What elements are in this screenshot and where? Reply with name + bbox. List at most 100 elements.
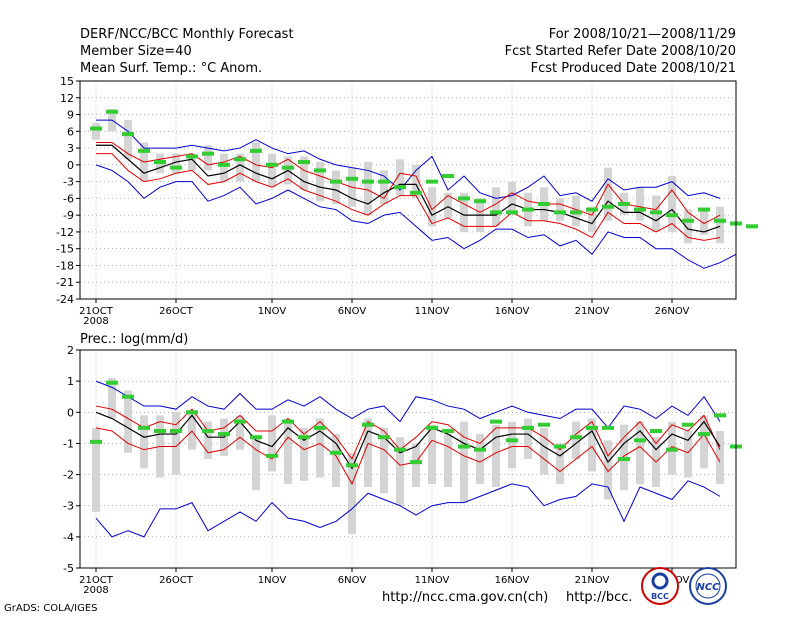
p2-spread-box [380,427,388,494]
p1-median-mark [314,168,326,173]
p2-median-mark [106,380,118,385]
p2-median-mark [378,435,390,440]
p2-median-mark [250,435,262,440]
p1-median-mark [522,207,534,212]
p2-spread-box [588,418,596,472]
p2-median-mark [314,425,326,430]
p1-ytick-label: -12 [56,226,74,239]
p2-xtick-label: 1NOV [258,575,287,586]
bcc-logo-icon: BCC [641,567,679,605]
p1-xtick-sublabel: 2008 [83,316,108,327]
p1-spread-box [556,198,564,221]
p2-spread-box [348,452,356,534]
p2-median-mark [490,419,502,424]
p2-ytick-label: 1 [67,375,74,388]
p2-median-mark [634,438,646,443]
p2-spread-box [556,443,564,484]
p1-median-mark [650,210,662,215]
p2-spread-box [92,427,100,512]
p1-median-mark [218,162,230,167]
p2-median-mark [602,425,614,430]
p2-spread-box [284,418,292,484]
p1-spread-box [124,120,132,160]
p2-spread-box [172,412,180,475]
p1-median-mark [186,154,198,159]
p2-median-mark [90,439,102,444]
member-size-label: Member Size=40 [80,44,192,59]
p2-xtick-label: 16NOV [495,575,530,586]
p2-spread-box [604,440,612,500]
p2-spread-box [396,437,404,506]
p1-frame [79,80,737,300]
p1-spread-box [220,153,228,182]
p1-spread-box [412,164,420,199]
p2-ytick-label: -5 [63,562,74,575]
bcc-url-link[interactable]: http://bcc. [566,590,633,605]
p2-spread-box [700,415,708,469]
p1-spread-box [396,159,404,196]
p2-ytick-label: 2 [67,344,74,357]
p2-spread-box [252,437,260,491]
p2-median-mark [714,413,726,418]
p1-lower-line [96,153,721,241]
start-date-label: Fcst Started Refer Date 2008/10/20 [504,44,736,59]
p2-spread-box [364,418,372,488]
p1-ytick-label: -6 [63,192,74,205]
p1-median-mark [682,218,694,223]
p1-ytick-label: 9 [67,109,74,122]
p1-spread-box [332,170,340,204]
p1-xtick-label: 21NOV [575,306,610,317]
p2-median-mark [362,422,374,427]
p2-spread-box [476,434,484,484]
p2-median-mark [650,428,662,433]
p2-spread-box [716,430,724,484]
p1-spread-box [188,153,196,171]
p1-ytick-label: -3 [63,176,74,189]
p2-median-mark [266,453,278,458]
p2-spread-box [508,421,516,469]
produced-date-label: Fcst Produced Date 2008/10/21 [530,61,736,76]
p1-ytick-label: -24 [56,293,74,306]
p2-median-mark [426,425,438,430]
p1-spread-box [364,162,372,216]
p2-ytick-label: -4 [63,531,74,544]
p2-spread-box [684,430,692,478]
p1-min-line [95,164,737,269]
p2-spread-box [300,427,308,481]
p2-spread-box [332,434,340,488]
p2-median-mark [346,463,358,468]
p1-median-mark [298,160,310,165]
p2-spread-box [412,443,420,488]
ncc-logo-icon: NCC [689,567,727,605]
bcc-logo-label: BCC [651,592,669,601]
p1-median-mark [282,165,294,170]
p2-median-mark [330,450,342,455]
p2-spread-box [492,424,500,488]
p2-xtick-label: 11NOV [415,575,450,586]
p1-median-mark [170,165,182,170]
logos: BCC NCC [641,567,727,605]
ncc-url-link[interactable]: http://ncc.cma.gov.cn(ch) [382,590,549,605]
grads-credit: GrADS: COLA/IGES [4,603,98,614]
p1-median-mark [250,148,262,153]
p1-xtick-label: 11NOV [415,306,450,317]
p2-spread-box [540,427,548,475]
p1-spread-box [380,170,388,204]
p1-spread-box [668,176,676,232]
p1-median-mark [666,213,678,218]
p1-median-mark [458,196,470,201]
p1-median-mark [330,179,342,184]
p1-mean-line [96,144,721,233]
p2-frame [79,349,737,569]
p1-median-mark [618,201,630,206]
p2-median-mark [138,425,150,430]
p1-spread-box [268,153,276,188]
p1-median-mark [554,210,566,215]
p1-spread-box [236,153,244,182]
p2-median-mark [298,435,310,440]
p2-median-mark [538,422,550,427]
p1-ytick-label: -9 [63,209,74,222]
p1-xtick-label: 26OCT [159,306,194,317]
p2-spread-box [124,390,132,453]
